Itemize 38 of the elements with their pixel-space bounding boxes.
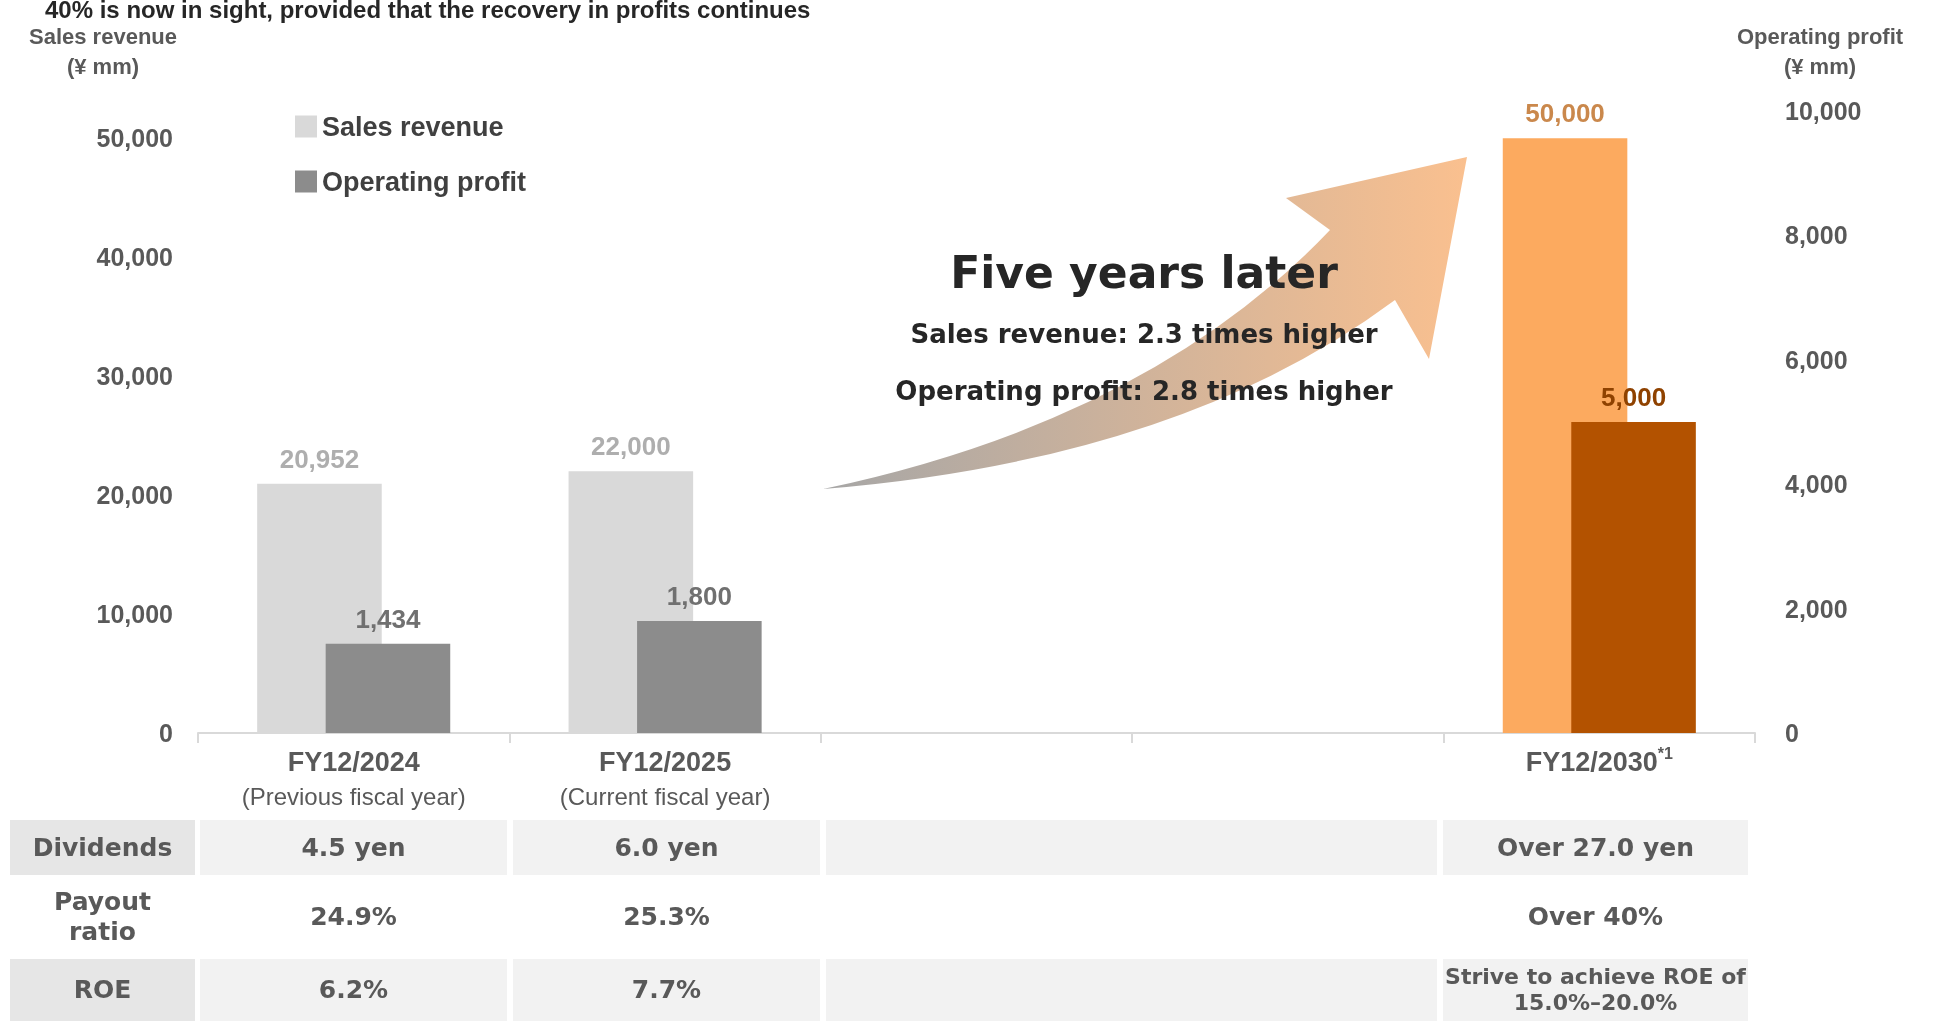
x-tick-label: FY12/2025 (Current fiscal year) [559, 747, 771, 810]
y-tick-label: 40,000 [96, 243, 173, 272]
annotation: Operating profit: 2.8 times higher [895, 376, 1393, 406]
text: ROE [10, 959, 195, 1021]
text: 24.9% [309, 901, 398, 933]
x-tick-label: FY12/2024 (Previous fiscal year) [241, 747, 466, 810]
y-tick-label: 30,000 [96, 362, 173, 391]
y2-tick-label: 6,000 [1785, 345, 1848, 374]
y-tick-label: 20,000 [96, 481, 173, 510]
y2-axis-title: Operating profit (¥ mm) [1736, 23, 1904, 79]
data-label: 50,000 [1525, 98, 1605, 129]
legend-label: Operating profit [322, 166, 526, 197]
data-label: 1,434 [355, 603, 422, 634]
data-label: 22,000 [591, 431, 671, 462]
data-label: 1,800 [666, 581, 732, 612]
y2-tick-label: 4,000 [1785, 470, 1848, 499]
y-tick-label: 10,000 [96, 600, 173, 629]
text: 6.2% [200, 959, 507, 1021]
y2-tick-label: 8,000 [1785, 221, 1848, 250]
text: Over 27.0 yen [1443, 820, 1748, 875]
text: 6.0 yen [513, 820, 820, 875]
y2-tick-label: 2,000 [1785, 594, 1848, 623]
y-axis-title: Sales revenue (¥ mm) [29, 23, 177, 79]
y-tick-label: 50,000 [96, 124, 173, 153]
y-tick-label: 0 [159, 719, 173, 747]
legend-label: Sales revenue [322, 111, 504, 142]
y2-tick-label: 0 [1785, 719, 1799, 747]
text: Strive to achieve ROE of 15.0%–20.0% [1443, 959, 1748, 1021]
text: Dividends [10, 820, 195, 875]
chart-title: 40% is now in sight, provided that the recovery in profits continues [45, 0, 811, 23]
text: 7.7% [513, 959, 820, 1021]
y2-tick-label: 10,000 [1785, 97, 1862, 125]
data-label: 20,952 [279, 443, 360, 474]
annotation: Five years later [950, 246, 1339, 298]
text: 25.3% [622, 901, 711, 933]
text: Payout ratio [53, 886, 152, 948]
text: Over 40% [1526, 901, 1665, 933]
text: 4.5 yen [200, 820, 507, 875]
